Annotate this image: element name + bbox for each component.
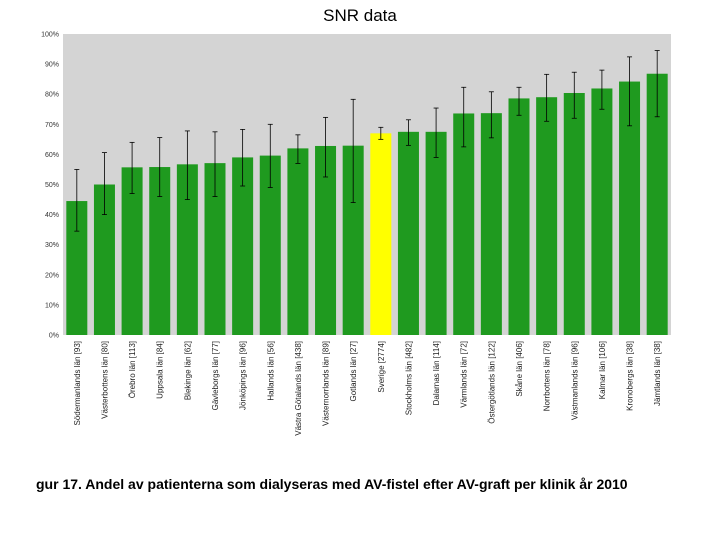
y-tick-label: 20% [45, 272, 59, 279]
x-category-label: Västra Götalands län [438] [294, 341, 303, 436]
error-bar [267, 123, 273, 188]
error-bar [654, 50, 660, 118]
x-category-label: Örebro län [113] [128, 341, 137, 398]
y-tick-label: 60% [45, 152, 59, 159]
error-bar [599, 69, 605, 110]
x-category-label: Blekinge län [62] [183, 341, 192, 400]
y-tick-label: 100% [41, 32, 59, 39]
error-bar [295, 134, 301, 164]
bar [453, 113, 475, 336]
x-category-label: Västerbottens län [80] [100, 341, 109, 419]
error-bar [516, 86, 522, 116]
y-tick-label: 80% [45, 92, 59, 99]
y-tick-label: 0% [49, 333, 59, 340]
x-category-label: Hallands län [56] [266, 341, 275, 401]
bar [619, 81, 641, 335]
bar [287, 148, 309, 335]
error-bar [378, 126, 384, 140]
x-category-label: Jönköpings län [96] [239, 341, 248, 410]
y-tick-label: 30% [45, 242, 59, 249]
bar [397, 131, 419, 335]
x-category-label: Västernorrlands län [89] [322, 341, 331, 426]
error-bar [433, 107, 439, 158]
x-category-label: Kronobergs län [38] [626, 341, 635, 411]
page-title: SNR data [323, 6, 397, 25]
error-bar [184, 130, 190, 200]
y-tick-label: 40% [45, 212, 59, 219]
error-bar [627, 56, 633, 127]
error-bar [405, 119, 411, 146]
bar [315, 145, 337, 335]
y-tick-label: 70% [45, 122, 59, 129]
x-category-label: Skåne län [406] [515, 341, 524, 397]
y-tick-label: 10% [45, 302, 59, 309]
bar [370, 133, 392, 335]
bar [591, 88, 613, 335]
x-category-label: Värmlands län [72] [460, 341, 469, 408]
x-category-label: Västmanlands län [96] [570, 341, 579, 420]
bar [425, 131, 447, 335]
error-bar [544, 73, 550, 122]
bar [646, 73, 668, 336]
bar [563, 92, 585, 335]
y-tick-label: 50% [45, 182, 59, 189]
error-bar [461, 86, 467, 148]
bar [508, 98, 530, 335]
y-tick-label: 90% [45, 62, 59, 69]
error-bar [212, 131, 218, 197]
x-category-label: Dalarnas län [114] [432, 341, 441, 405]
error-bar [350, 98, 356, 203]
x-category-label: Norrbottens län [78] [543, 341, 552, 411]
bar [204, 163, 226, 335]
x-category-label: Gotlands län [27] [349, 341, 358, 401]
x-category-label: Östergötlands län [122] [487, 341, 496, 424]
figure-caption: gur 17. Andel av patienterna som dialyse… [36, 476, 628, 492]
bar [232, 157, 254, 335]
bar [121, 167, 143, 335]
error-bar [129, 141, 135, 194]
error-bar [488, 91, 494, 139]
bar [149, 167, 171, 335]
bar [176, 164, 198, 335]
error-bar [74, 169, 80, 232]
error-bar [571, 71, 577, 119]
x-category-label: Sverige [2774] [377, 341, 386, 393]
bar [66, 201, 88, 335]
bar [259, 155, 281, 335]
x-category-label: Gävleborgs län [77] [211, 341, 220, 410]
error-bar [101, 152, 107, 216]
x-category-label: Uppsala län [84] [156, 341, 165, 399]
x-category-label: Södermanlands län [93] [73, 341, 82, 426]
error-bar [157, 137, 163, 197]
error-bar [323, 116, 329, 178]
x-category-label: Kalmar län [106] [598, 341, 607, 399]
x-category-label: Jämtlands län [38] [653, 341, 662, 406]
bar [480, 113, 502, 336]
x-category-label: Stockholms län [482] [404, 341, 413, 415]
bar [536, 97, 558, 336]
bar [93, 184, 115, 335]
bar [342, 145, 364, 335]
error-bar [240, 129, 246, 187]
